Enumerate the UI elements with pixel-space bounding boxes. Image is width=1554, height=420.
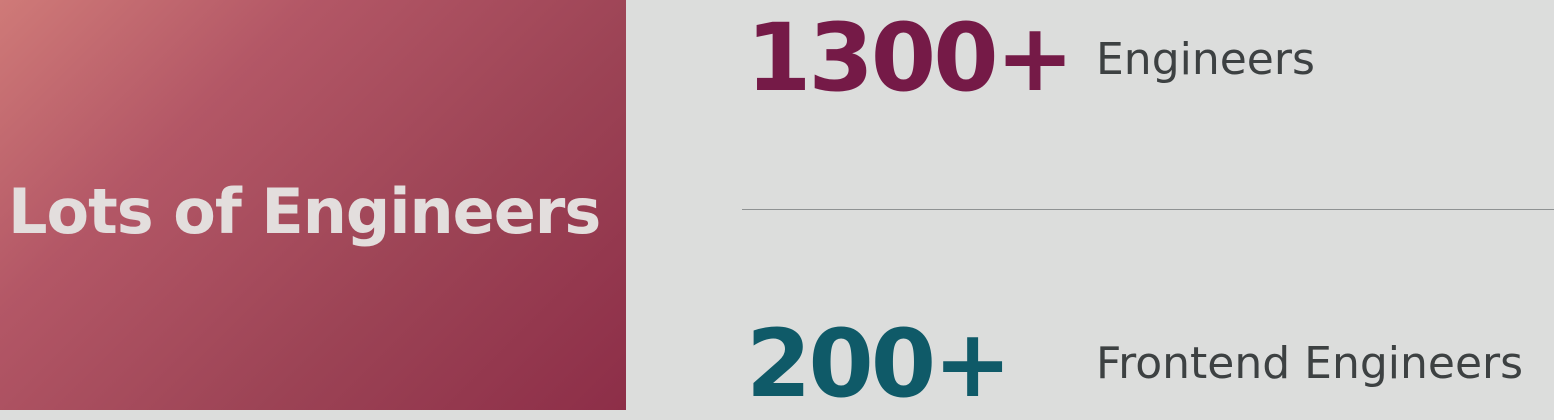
stat-number-frontend-engineers: 200+ [746, 310, 1012, 419]
stat-label-engineers: Engineers [1096, 34, 1315, 85]
right-panel: 1300+ Engineers 200+ Frontend Engineers [626, 0, 1554, 419]
stat-number-engineers: 1300+ [746, 4, 1074, 113]
left-panel: Lots of Engineers [0, 0, 626, 410]
stat-divider [742, 209, 1554, 210]
stat-label-frontend-engineers: Frontend Engineers [1096, 338, 1524, 389]
section-title: Lots of Engineers [8, 175, 601, 248]
